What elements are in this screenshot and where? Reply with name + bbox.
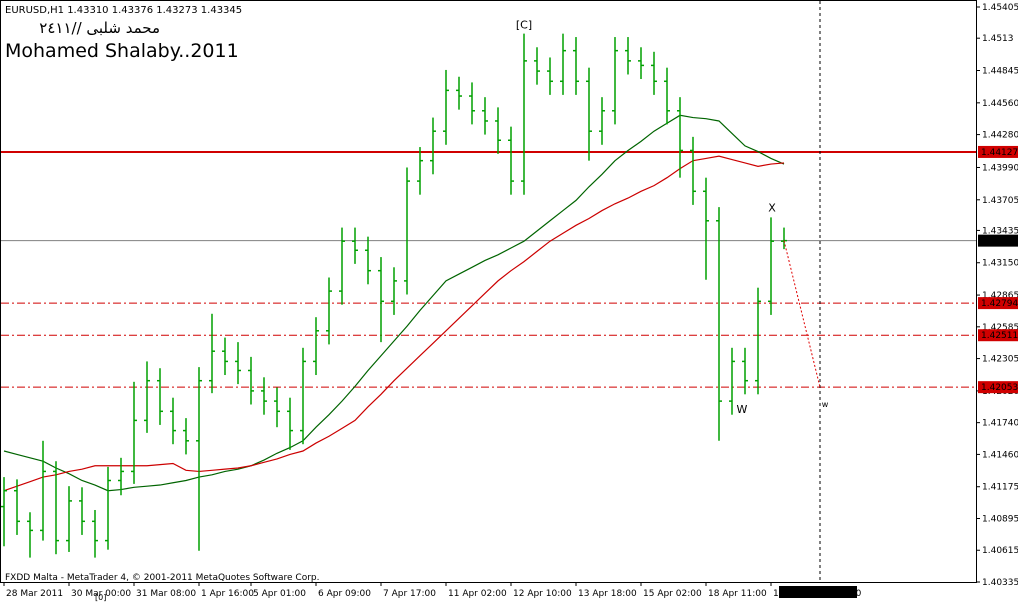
- y-tick-label: 1.44560: [982, 99, 1018, 109]
- annotation: w: [822, 400, 829, 409]
- x-tick-label: 1 Apr 16:00: [201, 589, 254, 599]
- y-tick-label: 1.41740: [982, 419, 1018, 429]
- y-tick-label: 1.4513: [982, 34, 1014, 44]
- level-label: 1.42053: [981, 383, 1018, 393]
- x-tick-label: 13 Apr 18:00: [578, 589, 637, 599]
- level-label-bg: [978, 329, 1018, 342]
- y-tick-label: 1.40895: [982, 514, 1018, 524]
- footer: FXDD Malta - MetaTrader 4, © 2001-2011 M…: [5, 573, 320, 583]
- level-label-bg: [978, 145, 1018, 158]
- y-tick-label: 1.41460: [982, 450, 1018, 460]
- level-label: 1.42511: [981, 331, 1018, 341]
- y-tick-label: 1.45405: [982, 3, 1018, 13]
- x-tick-label: 18 Apr 11:00: [708, 589, 767, 599]
- annotation: [C]: [516, 19, 532, 32]
- window-index: [0]: [95, 593, 106, 602]
- projection: [783, 240, 821, 388]
- x-tick-label: 15 Apr 02:00: [643, 589, 702, 599]
- y-tick-label: 1.42585: [982, 323, 1018, 333]
- y-tick-label: 1.42305: [982, 355, 1018, 365]
- level-label: 1.42794: [981, 299, 1018, 309]
- y-tick-label: 1.40335: [982, 578, 1018, 588]
- y-tick-label: 1.42865: [982, 291, 1018, 301]
- level-label-bg: [978, 381, 1018, 394]
- y-tick-label: 1.44845: [982, 67, 1018, 77]
- level-label: 1.43345: [981, 237, 1018, 247]
- plot-frame: [0, 0, 977, 583]
- y-tick-label: 1.40615: [982, 546, 1018, 556]
- level-label: 1.44127: [981, 148, 1018, 158]
- y-tick-label: 1.43150: [982, 259, 1018, 269]
- y-tick-label: 1.43990: [982, 163, 1018, 173]
- x-tick-label: 31 Mar 08:00: [136, 589, 196, 599]
- annotation: W: [737, 403, 748, 416]
- x-tick-label: 19: [773, 589, 785, 599]
- x-tick-label: 5 Apr 01:00: [253, 589, 306, 599]
- x-tick-label: 7 Apr 17:00: [383, 589, 436, 599]
- chart-title: Mohamed Shalaby..2011: [5, 40, 239, 62]
- header: EURUSD,H1 1.43310 1.43376 1.43273 1.4334…: [5, 5, 242, 16]
- y-tick-label: 1.44280: [982, 131, 1018, 141]
- crosshair-label: 2011.04.20 19:00: [781, 589, 862, 599]
- x-tick-label: 6 Apr 09:00: [318, 589, 371, 599]
- y-tick-label: 1.43705: [982, 196, 1018, 206]
- x-tick-label: 28 Mar 2011: [6, 589, 63, 599]
- level-label-bg: [978, 234, 1018, 247]
- y-tick-label: 1.43435: [982, 226, 1018, 236]
- level-label-bg: [978, 297, 1018, 310]
- crosshair-label-bg: [779, 586, 857, 598]
- x-tick-label: 12 Apr 10:00: [513, 589, 572, 599]
- x-tick-label: 11 Apr 02:00: [448, 589, 507, 599]
- arabic-title: محمد شلبى //٢٤١١: [39, 19, 160, 37]
- moving-average: [3, 114, 785, 492]
- x-tick-label: 30 Mar 00:00: [71, 589, 131, 599]
- y-tick-label: 1.41175: [982, 483, 1018, 493]
- annotation: X: [768, 201, 776, 214]
